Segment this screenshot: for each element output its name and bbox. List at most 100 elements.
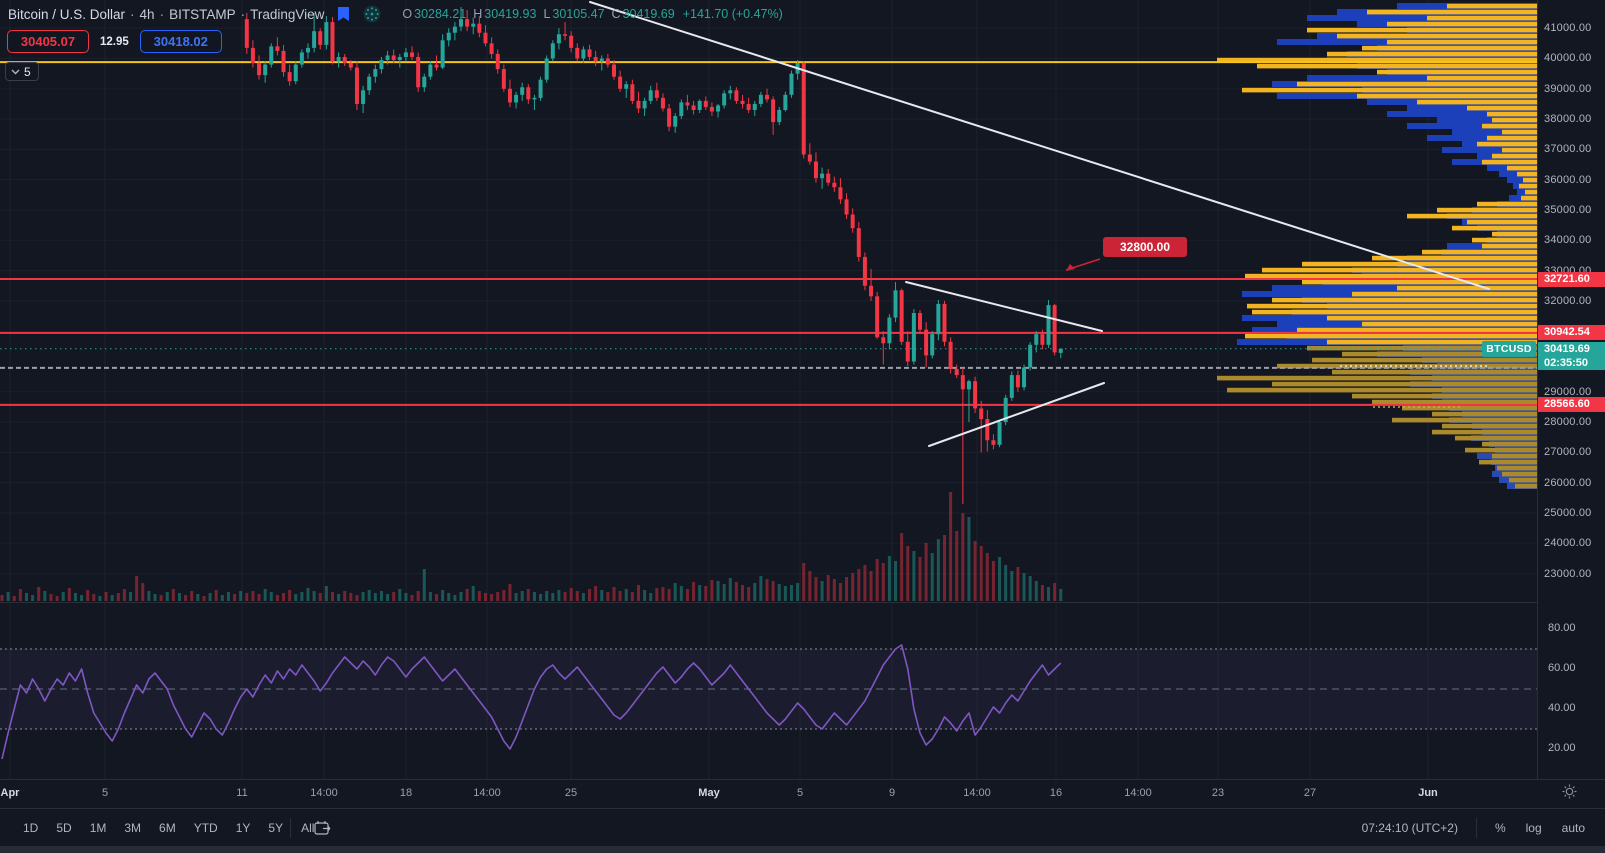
symbol-title[interactable]: Bitcoin / U.S. Dollar: [8, 6, 126, 22]
symbol-badge: BTCUSD: [1482, 341, 1536, 357]
time-tick-label: May: [698, 787, 720, 799]
exchange-label: BITSTAMP: [169, 6, 236, 22]
flag-bookmark-icon[interactable]: [336, 6, 351, 22]
open-value: 30284.21: [414, 7, 467, 21]
range-button-1y[interactable]: 1Y: [235, 821, 251, 835]
high-value: 30419.93: [484, 7, 537, 21]
percent-scale-button[interactable]: %: [1494, 821, 1506, 835]
price-level-label: 28566.60: [1538, 397, 1605, 413]
time-tick-label: Jun: [1418, 787, 1438, 799]
toolbar-divider: [290, 818, 291, 838]
time-tick-label: 14:00: [963, 787, 991, 799]
main-chart-pane[interactable]: [0, 0, 1537, 601]
bar-count-value: 5: [24, 64, 31, 79]
price-tick-label: 24000.00: [1544, 537, 1592, 550]
time-tick-label: 25: [564, 787, 578, 799]
chart-legend: Bitcoin / U.S. Dollar · 4h · BITSTAMP · …: [8, 5, 783, 23]
range-button-5d[interactable]: 5D: [56, 821, 72, 835]
time-tick-label: 11: [236, 787, 248, 799]
buy-button[interactable]: 30418.02: [139, 30, 222, 53]
time-axis[interactable]: Apr 5 11 14:00 18 14:00 25 May 5 9 14:00 16 14:00 23 2…: [0, 779, 1605, 809]
rsi-canvas[interactable]: [0, 603, 1537, 780]
auto-scale-button[interactable]: auto: [1561, 821, 1585, 835]
bar-countdown: 02:35:50: [1544, 356, 1589, 369]
range-button-5y[interactable]: 5Y: [268, 821, 284, 835]
price-tick-label: 26000.00: [1544, 476, 1592, 489]
price-tick-label: 41000.00: [1544, 22, 1592, 35]
price-tick-label: 35000.00: [1544, 203, 1592, 216]
axis-divider: [1537, 0, 1538, 846]
range-button-ytd[interactable]: YTD: [193, 821, 218, 835]
bottom-toolbar: 1D 5D 1M 3M 6M YTD 1Y 5Y All 07:24:10 (UTC+2) % …: [0, 808, 1605, 847]
low-label: L: [543, 7, 551, 21]
dotted-circle-icon[interactable]: [363, 5, 381, 23]
current-price-label: 30419.69 02:35:50: [1538, 341, 1605, 370]
axis-settings-icon[interactable]: [1562, 784, 1577, 799]
price-tick-label: 32000.00: [1544, 294, 1592, 307]
date-range-buttons: 1D 5D 1M 3M 6M YTD 1Y 5Y All: [14, 809, 331, 847]
time-tick-label: 9: [888, 787, 896, 799]
separator: ·: [159, 6, 165, 22]
time-tick-label: Apr: [0, 787, 20, 799]
rsi-tick-label: 20.00: [1548, 742, 1576, 754]
ohlc-readout: O 30284.21 H 30419.93 L 30105.47 C 30419.69 …: [395, 7, 782, 21]
time-tick-label: 23: [1211, 787, 1225, 799]
range-button-1m[interactable]: 1M: [89, 821, 107, 835]
close-label: C: [611, 7, 621, 21]
separator: ·: [130, 6, 135, 22]
rsi-tick-label: 80.00: [1548, 622, 1576, 634]
price-tick-label: 38000.00: [1544, 113, 1592, 126]
time-tick-label: 14:00: [1124, 787, 1152, 799]
log-scale-button[interactable]: log: [1525, 821, 1542, 835]
price-tick-label: 39000.00: [1544, 82, 1592, 95]
bar-count-chip[interactable]: 5: [5, 62, 39, 81]
go-to-date-icon[interactable]: [314, 820, 331, 836]
range-button-1d[interactable]: 1D: [23, 821, 39, 835]
price-tick-label: 27000.00: [1544, 446, 1592, 459]
time-tick-label: 18: [399, 787, 413, 799]
interval-label[interactable]: 4h: [139, 6, 155, 22]
chevron-down-icon: [11, 69, 20, 74]
main-chart-canvas[interactable]: [0, 0, 1537, 601]
rsi-tick-label: 40.00: [1548, 702, 1576, 714]
high-label: H: [473, 7, 483, 21]
low-value: 30105.47: [552, 7, 605, 21]
toolbar-divider: [1475, 818, 1477, 838]
range-button-3m[interactable]: 3M: [124, 821, 142, 835]
bottom-edge-strip: [0, 846, 1605, 853]
price-tick-label: 25000.00: [1544, 506, 1592, 519]
open-label: O: [402, 7, 413, 21]
price-level-label: 32721.60: [1538, 271, 1605, 287]
time-tick-label: 14:00: [310, 787, 338, 799]
rsi-pane[interactable]: [0, 602, 1537, 780]
price-tick-label: 36000.00: [1544, 173, 1592, 186]
range-button-6m[interactable]: 6M: [159, 821, 176, 835]
sell-button[interactable]: 30405.07: [7, 30, 89, 53]
close-value: 30419.69: [622, 7, 675, 21]
time-tick-label: 16: [1049, 787, 1063, 799]
rsi-tick-label: 60.00: [1548, 662, 1576, 674]
price-tick-label: 40000.00: [1544, 52, 1592, 65]
range-button-all[interactable]: All: [301, 821, 315, 835]
spread-value: 12.95: [100, 35, 129, 48]
bid-ask-row: 30405.07 12.95 30418.02: [7, 30, 222, 53]
time-tick-label: 5: [796, 787, 804, 799]
separator: ·: [240, 6, 246, 22]
time-tick-label: 14:00: [473, 787, 501, 799]
price-tick-label: 28000.00: [1544, 416, 1592, 429]
price-axis[interactable]: USD 41000.0040000.0039000.0038000.003700…: [1538, 0, 1605, 779]
time-tick-label: 27: [1303, 787, 1317, 799]
price-tick-label: 37000.00: [1544, 143, 1592, 156]
change-value: +141.70 (+0.47%): [682, 7, 783, 21]
current-price-value: 30419.69: [1544, 342, 1590, 355]
price-tick-label: 23000.00: [1544, 567, 1592, 580]
provider-label: TradingView: [250, 6, 325, 22]
price-callout-32800[interactable]: 32800.00: [1103, 237, 1187, 257]
price-tick-label: 34000.00: [1544, 234, 1592, 247]
timezone-clock[interactable]: 07:24:10 (UTC+2): [1361, 821, 1458, 835]
time-tick-label: 5: [101, 787, 109, 799]
price-tick-label: 29000.00: [1544, 385, 1592, 398]
scale-controls: 07:24:10 (UTC+2) % log auto: [1352, 809, 1595, 847]
price-level-label: 30942.54: [1538, 325, 1605, 341]
